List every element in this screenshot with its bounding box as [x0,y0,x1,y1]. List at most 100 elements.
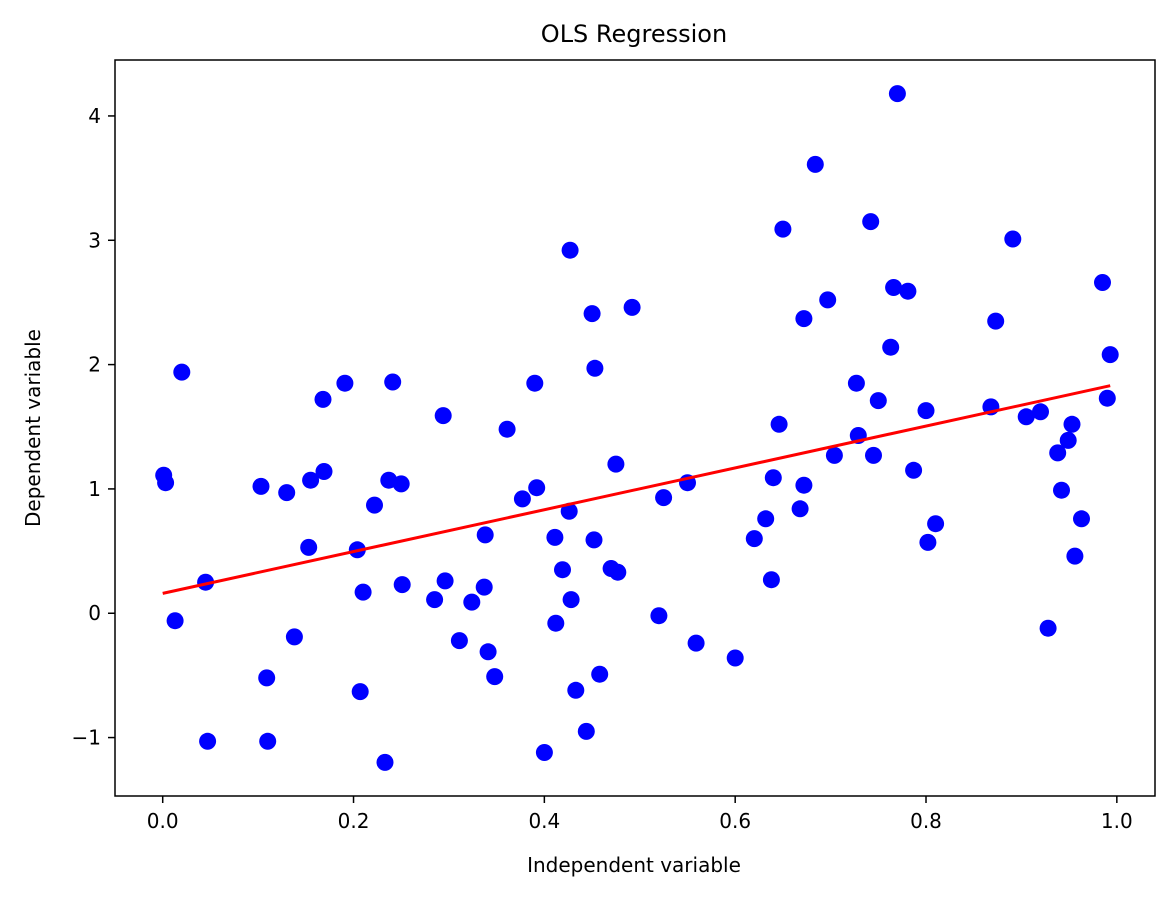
x-tick-label: 1.0 [1101,809,1133,833]
data-point [547,614,565,632]
data-point [336,374,354,392]
y-tick-label: 2 [88,353,101,377]
data-point [278,484,296,502]
data-point [847,374,865,392]
x-tick-label: 0.2 [338,809,370,833]
data-point [899,282,917,300]
data-point [252,477,270,495]
data-point [585,531,603,549]
data-point [366,496,383,514]
data-point [561,241,579,259]
data-point [300,538,318,556]
data-point [623,298,641,316]
data-point [157,474,175,492]
data-point [885,279,903,296]
data-point [762,571,780,589]
data-point [513,490,531,508]
data-point [476,526,494,544]
data-point [650,607,668,625]
data-point [498,420,516,438]
data-point [1004,230,1022,248]
data-point [450,632,468,650]
data-point [577,722,595,740]
data-point [486,668,504,686]
data-point [795,310,813,328]
x-tick-label: 0.4 [528,809,560,833]
data-point [757,510,775,528]
data-point [259,732,277,750]
data-point [1066,547,1084,565]
data-point [862,213,880,231]
x-tick-label: 0.0 [147,809,179,833]
y-tick-label: 0 [88,601,101,625]
data-point [436,572,454,590]
data-point [745,530,763,548]
data-point [351,683,369,701]
data-point [819,291,837,309]
data-point [1059,431,1077,449]
data-point [173,363,191,381]
data-point [770,415,788,433]
data-point [888,85,906,103]
data-point [526,374,544,392]
data-point [1032,403,1049,421]
data-point [764,469,782,487]
chart-title: OLS Regression [541,20,727,48]
data-point [479,643,497,661]
data-point [1101,346,1119,364]
data-point [919,533,937,551]
data-point [199,732,217,750]
data-point [791,500,809,518]
data-point [905,461,923,479]
data-point [1073,510,1090,528]
plot-area: 0.0 0.2 0.4 0.6 0.8 1.0 −1 0 1 2 3 4 [72,59,1156,833]
data-point [1039,619,1057,637]
data-point [927,515,945,533]
data-point [655,489,673,507]
data-point [726,649,744,667]
data-point [882,338,900,356]
data-point [1063,415,1081,433]
regression-line [162,384,1111,595]
data-point [567,681,585,699]
data-point [609,563,627,581]
data-point [1017,408,1035,426]
x-tick-label: 0.6 [719,809,751,833]
data-point [463,593,481,611]
y-tick-label: −1 [72,726,101,750]
data-point [546,528,564,546]
data-point [591,665,609,683]
data-point [384,373,402,391]
data-point [583,305,601,323]
data-point [392,475,410,493]
data-point [806,155,824,173]
data-point [285,628,303,646]
data-point [795,476,813,494]
data-point [315,463,333,480]
data-point [560,502,578,520]
data-point [825,446,843,464]
data-point [528,479,546,497]
data-point [1049,444,1067,462]
data-point [562,591,580,609]
x-tick-label: 0.8 [910,809,942,833]
data-point [987,312,1005,330]
data-point [1094,274,1111,291]
y-tick-label: 4 [88,104,101,128]
data-point [865,446,882,464]
data-point [535,744,553,761]
data-point [166,612,184,630]
data-point [687,634,705,652]
data-point [302,471,320,489]
data-point [475,578,493,596]
data-point [554,561,571,579]
y-tick-label: 1 [88,477,101,501]
x-axis-label: Independent variable [527,853,741,877]
data-point [1098,389,1116,407]
data-point [869,392,887,410]
plot-frame [114,59,1156,797]
y-tick-label: 3 [88,228,101,252]
data-point [314,390,332,408]
